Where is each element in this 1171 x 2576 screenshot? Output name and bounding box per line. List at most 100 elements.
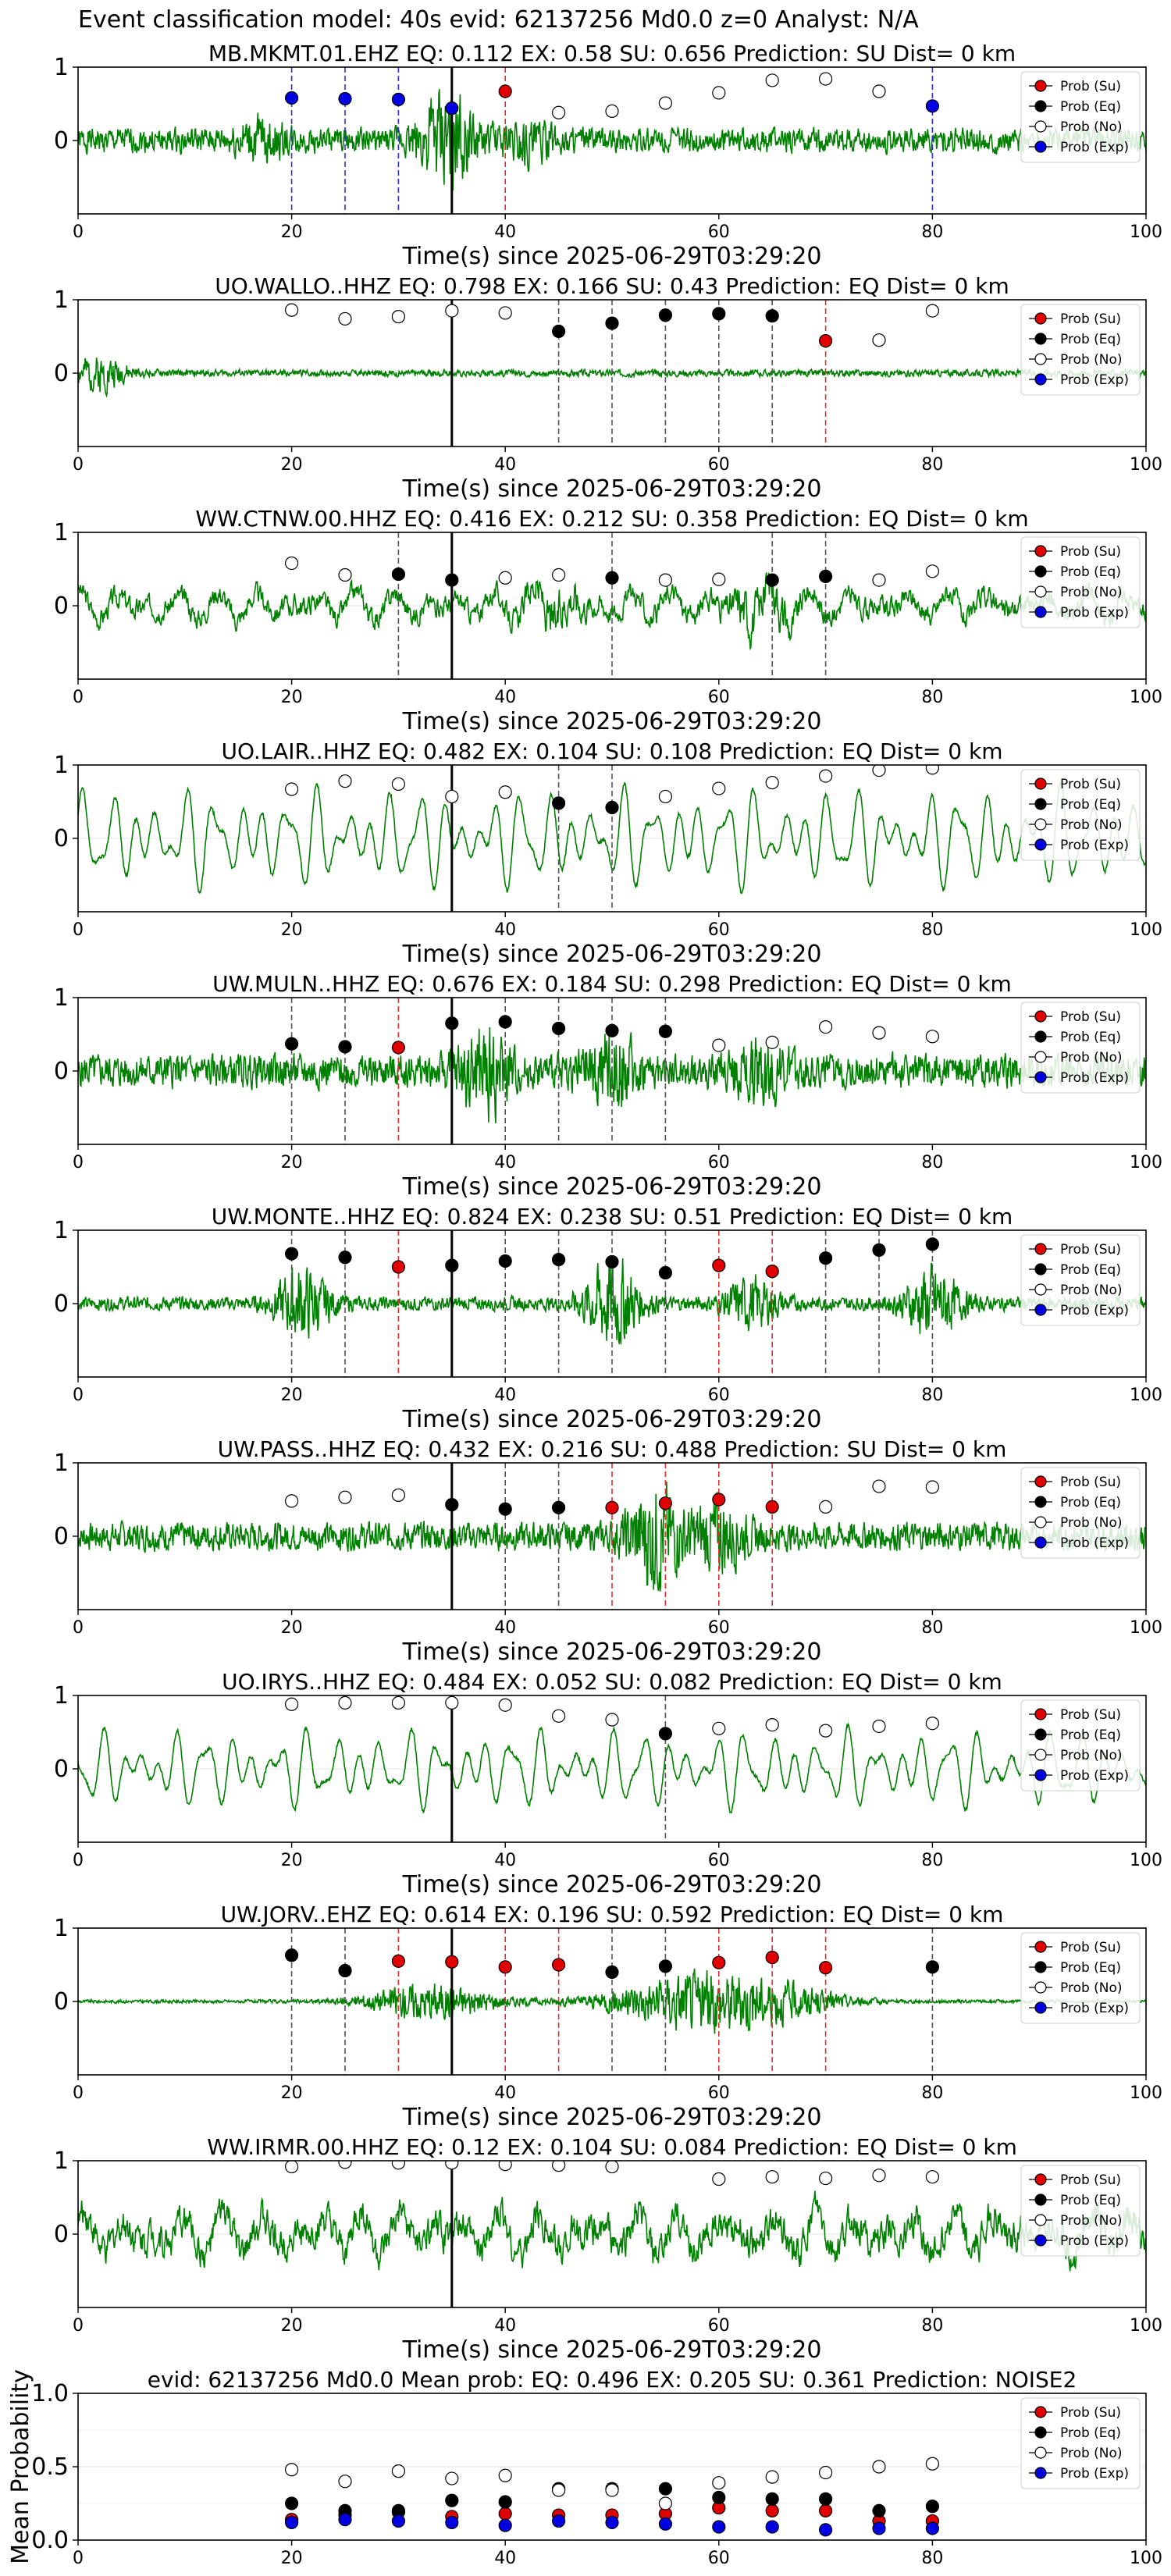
panel-10: WW.IRMR.00.HHZ EQ: 0.12 EX: 0.104 SU: 0.…: [54, 2134, 1162, 2364]
mean-prob-point: [765, 2520, 779, 2534]
x-axis-label: Time(s) since 2025-06-29T03:29:20: [402, 2104, 822, 2131]
mean-prob-point: [605, 2515, 619, 2530]
mean-prob-point: [551, 2514, 566, 2528]
prob-point: [872, 1026, 886, 1040]
prob-point: [712, 781, 726, 795]
mean-prob-point: [391, 2514, 405, 2528]
x-tick-label: 80: [921, 1153, 943, 1172]
waveform-trace: [78, 1968, 1146, 2034]
mean-prob-point: [818, 2523, 833, 2537]
x-tick-label: 100: [1130, 688, 1162, 707]
panel-title: UW.JORV..EHZ EQ: 0.614 EX: 0.196 SU: 0.5…: [221, 1902, 1004, 1927]
plot-area: [78, 1230, 1146, 1377]
prob-point: [498, 84, 512, 98]
legend-marker: [1034, 1496, 1047, 1508]
legend-label: Prob (Exp): [1060, 2233, 1129, 2249]
mean-prob-point: [445, 2493, 459, 2507]
mean-prob-point: [658, 2517, 673, 2531]
y-tick-label: 1: [54, 1682, 69, 1710]
prob-point: [872, 765, 886, 777]
legend-marker: [1034, 1708, 1047, 1720]
legend-label: Prob (Exp): [1060, 605, 1129, 621]
prob-point: [445, 789, 459, 804]
legend-marker: [1034, 80, 1047, 92]
legend-box: [1020, 2165, 1141, 2257]
prob-point: [338, 1963, 352, 1978]
legend-label: Prob (Eq): [1060, 2193, 1121, 2208]
legend-marker: [1034, 2214, 1047, 2226]
x-axis-label: Time(s) since 2025-06-29T03:29:20: [402, 475, 822, 503]
prob-point: [925, 1717, 940, 1731]
x-tick-label: 40: [494, 688, 516, 707]
prob-point: [551, 796, 566, 810]
prob-point: [872, 2169, 886, 2183]
legend-box: [1020, 1002, 1141, 1094]
x-tick-label: 40: [494, 1618, 516, 1638]
x-tick-label: 60: [708, 455, 730, 475]
legend: Prob (Su) Prob (Eq) Prob (No) Prob (Exp): [1020, 304, 1141, 396]
panel-title: UO.IRYS..HHZ EQ: 0.484 EX: 0.052 SU: 0.0…: [222, 1669, 1002, 1695]
x-tick-label: 0: [73, 1618, 84, 1638]
prob-point: [338, 1490, 352, 1504]
mean-prob-point: [712, 2520, 726, 2534]
prob-point: [551, 1958, 566, 1972]
prob-point: [818, 1019, 833, 1034]
prob-point: [872, 1479, 886, 1493]
prob-point: [712, 1038, 726, 1052]
y-tick-label: 1: [54, 1217, 69, 1244]
legend: Prob (Su) Prob (Eq) Prob (No) Prob (Exp): [1020, 1699, 1141, 1791]
prob-point: [445, 304, 459, 318]
mean-prob-point: [498, 2495, 512, 2509]
legend-marker: [1034, 1475, 1047, 1488]
x-tick-label: 100: [1130, 2549, 1162, 2568]
prob-point: [391, 1954, 405, 1968]
legend-label: Prob (Exp): [1060, 1303, 1129, 1318]
legend-marker: [1034, 2406, 1047, 2418]
legend-label: Prob (Exp): [1060, 1070, 1129, 1086]
x-axis-label: Time(s) since 2025-06-29T03:29:20: [402, 708, 822, 735]
x-tick-label: 20: [281, 2316, 303, 2336]
panel-title: evid: 62137256 Md0.0 Mean prob: EQ: 0.49…: [148, 2367, 1077, 2393]
x-tick-label: 60: [708, 1153, 730, 1172]
x-axis-label: Time(s) since 2025-06-29T03:29:20: [402, 243, 822, 270]
plot-area: [78, 532, 1146, 679]
mean-prob-point: [658, 2496, 673, 2510]
panel-4: UO.LAIR..HHZ EQ: 0.482 EX: 0.104 SU: 0.1…: [54, 738, 1162, 968]
x-tick-label: 20: [281, 2083, 303, 2103]
prob-point: [445, 1258, 459, 1272]
prob-point: [658, 1265, 673, 1280]
legend-box: [1020, 1699, 1141, 1791]
x-tick-label: 100: [1130, 455, 1162, 475]
y-tick-label: 0: [54, 1988, 69, 2016]
x-tick-label: 80: [921, 1851, 943, 1870]
prob-point: [605, 2161, 619, 2174]
mean-prob-point: [445, 2471, 459, 2485]
prob-point: [391, 2161, 405, 2170]
prob-point: [338, 91, 352, 106]
legend-marker: [1034, 1749, 1047, 1761]
prob-point: [658, 789, 673, 804]
legend-marker: [1034, 818, 1047, 831]
prob-point: [765, 1951, 779, 1965]
y-tick-label: 1: [54, 1915, 69, 1942]
x-tick-label: 20: [281, 2549, 303, 2568]
legend-marker: [1034, 1071, 1047, 1083]
x-tick-label: 0: [73, 688, 84, 707]
plot-area: [78, 300, 1146, 447]
x-tick-label: 80: [921, 2083, 943, 2103]
legend-marker: [1034, 1728, 1047, 1741]
prob-point: [285, 782, 299, 796]
legend-box: [1020, 304, 1141, 396]
mean-prob-point: [498, 2468, 512, 2482]
x-tick-label: 20: [281, 688, 303, 707]
y-tick-label: 0: [54, 825, 69, 852]
prob-point: [925, 2170, 940, 2184]
x-tick-label: 0: [73, 920, 84, 940]
legend-box: [1020, 1467, 1141, 1559]
prob-point: [925, 1237, 940, 1251]
mean-prob-point: [338, 2475, 352, 2489]
legend-label: Prob (Eq): [1060, 797, 1121, 813]
x-tick-label: 100: [1130, 2316, 1162, 2336]
prob-point: [818, 1251, 833, 1265]
